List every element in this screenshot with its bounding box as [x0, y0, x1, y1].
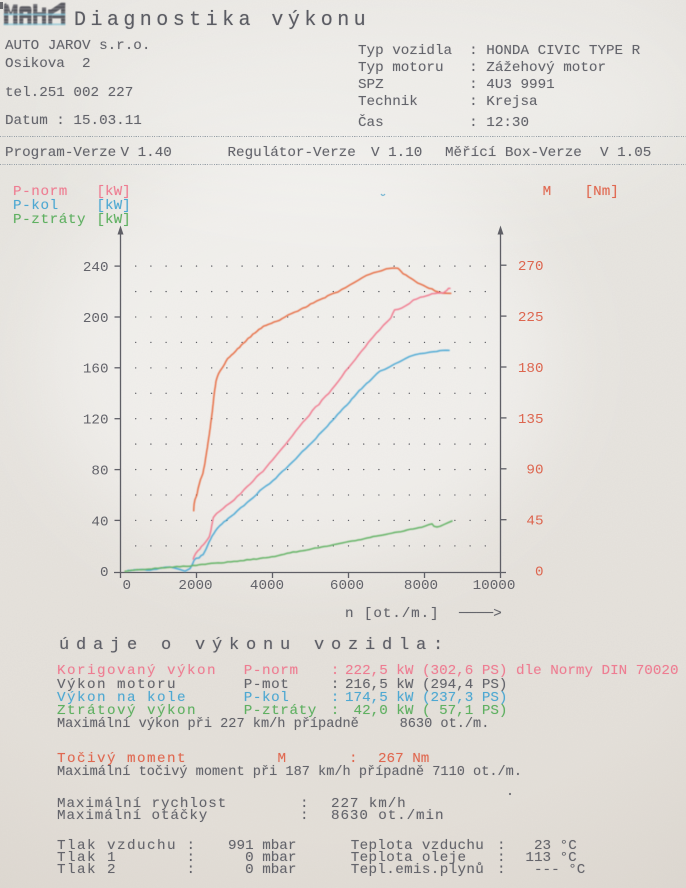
- svg-text:8000: 8000: [404, 578, 438, 594]
- svg-text:6000: 6000: [330, 578, 364, 594]
- svg-text:45: 45: [526, 514, 543, 530]
- svg-text:4000: 4000: [250, 578, 284, 594]
- svg-text:200: 200: [83, 311, 109, 327]
- svg-text:0: 0: [123, 578, 132, 594]
- svg-text:40: 40: [91, 514, 108, 530]
- svg-text:0: 0: [100, 565, 109, 581]
- svg-text:120: 120: [83, 413, 109, 429]
- svg-text:0: 0: [535, 565, 544, 581]
- svg-text:2000: 2000: [178, 578, 212, 594]
- svg-text:180: 180: [518, 361, 544, 377]
- svg-text:160: 160: [83, 362, 109, 378]
- svg-text:90: 90: [526, 463, 543, 479]
- svg-text:135: 135: [518, 412, 544, 428]
- svg-text:240: 240: [83, 260, 109, 276]
- svg-text:225: 225: [518, 310, 544, 326]
- svg-text:80: 80: [91, 464, 108, 480]
- svg-text:270: 270: [518, 259, 544, 275]
- svg-text:10000: 10000: [473, 578, 516, 594]
